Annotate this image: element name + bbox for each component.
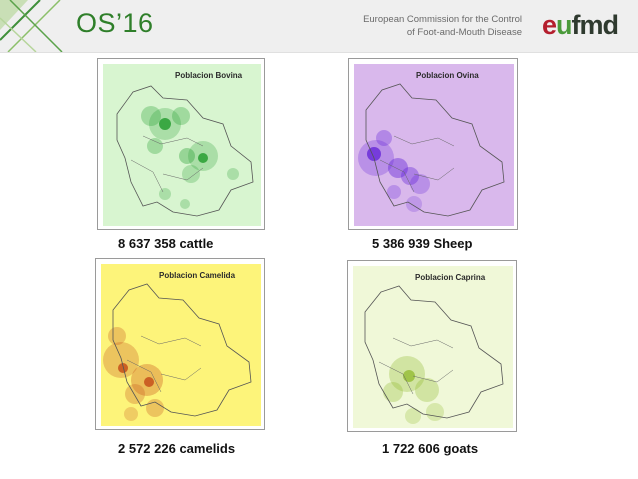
map-title: Poblacion Bovina xyxy=(175,71,243,80)
map-card-ovina: Poblacion Ovina xyxy=(348,58,518,230)
camelida-density-map: Poblacion Camelida xyxy=(101,264,261,426)
caption-goats: 1 722 606 goats xyxy=(382,441,479,456)
organization-line-1: European Commission for the Control xyxy=(363,14,522,25)
organization-line-2: of Foot-and-Mouth Disease xyxy=(406,27,522,38)
caprina-density-map: Poblacion Caprina xyxy=(353,266,513,428)
corner-decoration-graphic xyxy=(0,0,63,52)
heat-spots xyxy=(358,130,430,212)
map-background xyxy=(103,64,261,226)
map-title: Poblacion Ovina xyxy=(416,71,479,80)
map-background xyxy=(354,64,514,226)
logo-part-fmd: fmd xyxy=(571,10,619,40)
bovina-density-map: Poblacion Bovina xyxy=(103,64,261,226)
caption-cattle: 8 637 358 cattle xyxy=(118,236,214,251)
heat-spots xyxy=(103,327,164,421)
map-title: Poblacion Camelida xyxy=(159,271,236,280)
map-card-bovina: Poblacion Bovina xyxy=(97,58,265,230)
map-card-camelida: Poblacion Camelida xyxy=(95,258,265,430)
logo-part-u: u xyxy=(556,10,572,40)
heat-spots xyxy=(141,106,239,209)
caption-camelids: 2 572 226 camelids xyxy=(118,441,236,456)
conference-title: OS’16 xyxy=(76,8,154,38)
organization-name: European Commission for the Control of F… xyxy=(363,13,522,39)
caption-sheep: 5 386 939 Sheep xyxy=(372,236,473,251)
map-background xyxy=(353,266,513,428)
slide-header: OS’16 European Commission for the Contro… xyxy=(0,0,638,53)
logo-part-e: e xyxy=(541,10,557,40)
eufmd-logo: eufmd xyxy=(541,10,619,41)
map-background xyxy=(101,264,261,426)
ovina-density-map: Poblacion Ovina xyxy=(354,64,514,226)
map-title: Poblacion Caprina xyxy=(415,273,486,282)
map-card-caprina: Poblacion Caprina xyxy=(347,260,517,432)
